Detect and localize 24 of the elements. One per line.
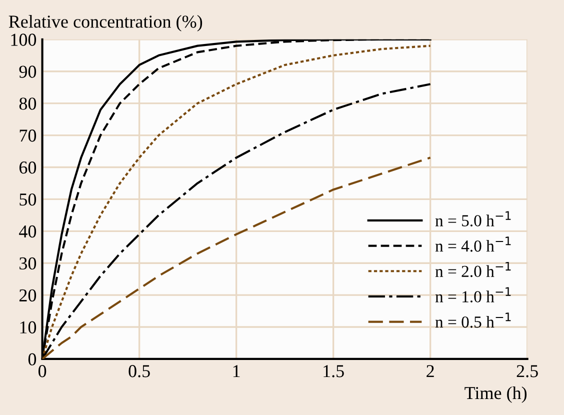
legend-label: n = 5.0 h$^{−1}$ [435,211,511,226]
y-tick-label: 70 [20,130,36,142]
y-tick-label: 80 [19,98,36,110]
y-tick-label: 50 [20,193,36,206]
legend-label: n = 1.0 h$^{−1}$ [435,287,511,302]
x-axis-title: Time (h) [464,386,527,403]
x-tick-label: 0.5 [128,365,150,378]
y-tick-label: 100 [11,34,36,46]
y-tick-label: 90 [19,66,36,78]
y-tick-label: 0 [28,353,36,366]
y-tick-label: 20 [19,289,36,302]
legend-label: n = 2.0 h$^{−1}$ [435,262,511,278]
y-tick-label: 60 [19,162,36,174]
x-tick-label: 1 [233,365,240,378]
legend-label: n = 4.0 h$^{−1}$ [435,236,511,252]
x-tick-label: 2 [426,365,434,378]
y-tick-label: 40 [19,225,36,238]
y-tick-label: 10 [20,321,36,334]
x-tick-label: 0 [38,365,46,378]
y-axis-title: Relative concentration (%) [8,15,202,32]
x-tick-label: 1.5 [324,365,344,378]
y-tick-label: 30 [20,257,36,270]
x-tick-label: 2.5 [516,365,538,378]
legend-label: n = 0.5 h$^{−1}$ [435,312,511,328]
